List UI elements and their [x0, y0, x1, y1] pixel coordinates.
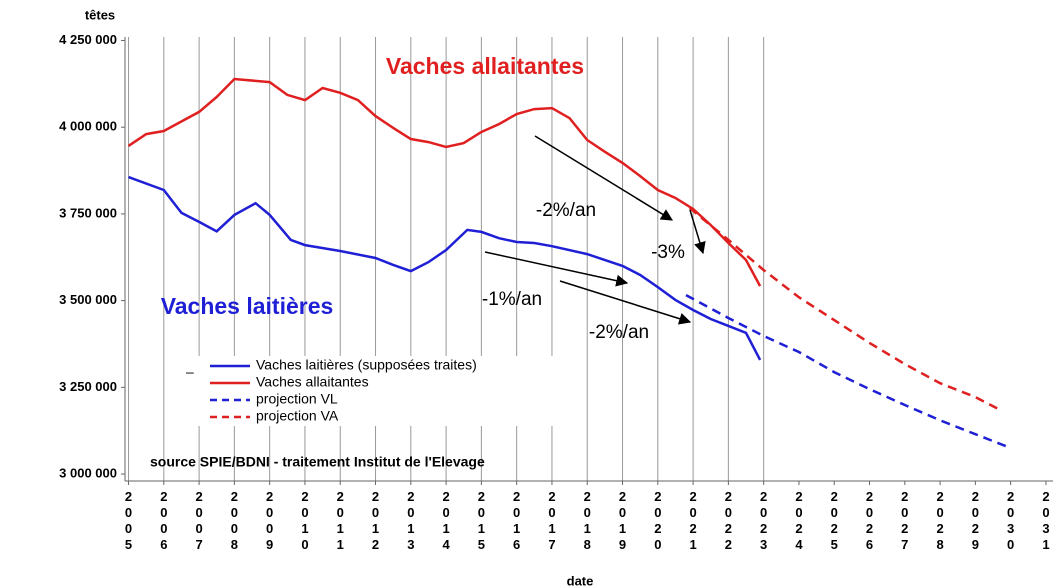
series-line — [685, 294, 1012, 450]
legend-label: Vaches laitières (supposées traites) — [256, 357, 477, 373]
annotation: -3% — [651, 242, 685, 263]
arrow — [689, 209, 706, 255]
annotation: -1%/an — [482, 289, 542, 310]
y-axis-label: têtes — [85, 7, 115, 22]
series-line — [127, 77, 762, 287]
legend: Vaches laitières (supposées traites)Vach… — [210, 357, 477, 424]
annotation: -2%/an — [536, 200, 596, 221]
legend-label: Vaches allaitantes — [256, 374, 369, 390]
legend-mark: – — [186, 364, 194, 380]
annotation: Vaches laitières — [161, 293, 334, 319]
y-tick-label: 4 000 000 — [59, 119, 117, 134]
x-axis-label: date — [567, 573, 594, 587]
y-tick-label: 4 250 000 — [59, 32, 117, 47]
series-line — [128, 175, 762, 361]
series-line — [688, 207, 1001, 412]
arrow — [484, 251, 629, 287]
legend-label: projection VL — [256, 391, 338, 407]
arrow — [559, 280, 692, 325]
y-tick-label: 3 750 000 — [59, 205, 117, 220]
y-tick-label: 3 000 000 — [59, 466, 117, 481]
annotation: -2%/an — [589, 322, 649, 343]
y-tick-label: 3 500 000 — [59, 292, 117, 307]
source: source SPIE/BDNI - traitement Institut d… — [150, 454, 485, 470]
legend-box — [180, 356, 560, 426]
lines — [127, 77, 1012, 450]
annotation: Vaches allaitantes — [386, 53, 584, 79]
arrow — [534, 135, 674, 221]
y-tick-label: 3 250 000 — [59, 379, 117, 394]
legend-label: projection VA — [256, 408, 339, 424]
